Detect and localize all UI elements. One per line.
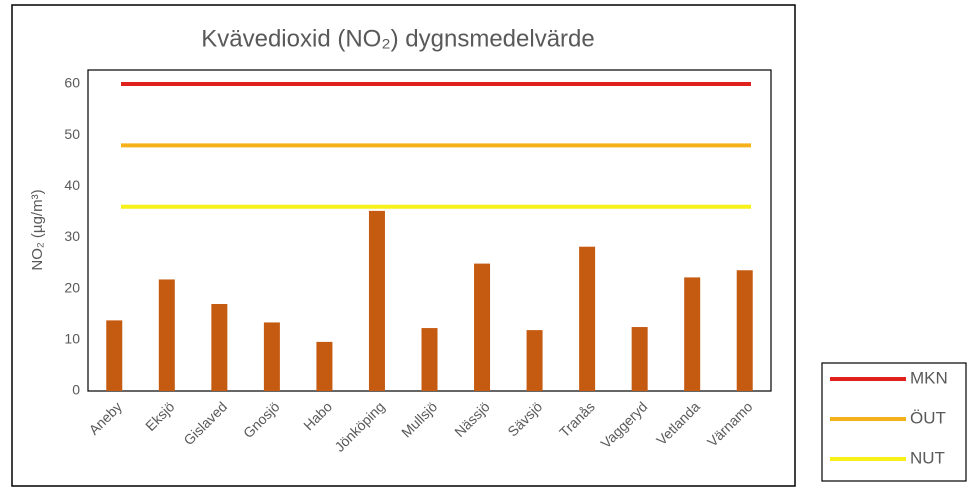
bar bbox=[684, 277, 701, 391]
bar bbox=[368, 210, 385, 391]
y-tick-label: 50 bbox=[64, 126, 80, 142]
legend-frame bbox=[821, 362, 967, 482]
y-tick-label: 10 bbox=[64, 331, 80, 347]
chart-title: Kvävedioxid (NO₂) dygnsmedelvärde bbox=[201, 25, 595, 52]
y-tick-label: 20 bbox=[64, 279, 80, 295]
bar bbox=[211, 304, 228, 391]
y-tick-label: 30 bbox=[64, 228, 80, 244]
bar bbox=[158, 279, 175, 391]
bar bbox=[474, 263, 491, 391]
y-axis-label: NO₂ (µg/m³) bbox=[29, 189, 46, 270]
y-tick-label: 40 bbox=[64, 177, 80, 193]
bar bbox=[421, 328, 438, 391]
y-tick-label: 0 bbox=[72, 382, 80, 398]
legend-label: NUT bbox=[910, 448, 945, 467]
bar bbox=[631, 327, 648, 391]
bar bbox=[526, 330, 543, 391]
bar bbox=[263, 322, 280, 391]
bar bbox=[106, 320, 123, 391]
bar bbox=[316, 341, 333, 391]
legend-label: ÖUT bbox=[910, 408, 946, 427]
legend-label: MKN bbox=[910, 368, 948, 387]
bar bbox=[579, 246, 596, 391]
y-tick-label: 60 bbox=[64, 75, 80, 91]
bar bbox=[736, 270, 753, 391]
